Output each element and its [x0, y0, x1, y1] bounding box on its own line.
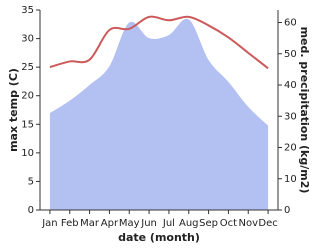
y-tick-label: 20	[21, 91, 34, 102]
y-tick-label: 25	[21, 62, 34, 73]
x-tick-label: Mar	[80, 218, 100, 229]
y-tick-label: 30	[21, 34, 34, 45]
x-tick-label: Feb	[61, 218, 79, 229]
x-tick-label: Oct	[220, 218, 237, 229]
x-tick-label: Dec	[258, 218, 277, 229]
y-tick-label: 0	[28, 205, 34, 216]
y2-tick-label: 40	[284, 80, 297, 91]
y-axis-label: max temp (C)	[7, 68, 20, 152]
y2-tick-label: 20	[284, 143, 297, 154]
y2-tick-label: 30	[284, 111, 297, 122]
y2-tick-label: 10	[284, 174, 297, 185]
x-tick-label: Jan	[41, 218, 57, 229]
x-tick-label: Aug	[179, 218, 199, 229]
x-tick-label: May	[119, 218, 140, 229]
x-axis-label: date (month)	[118, 231, 200, 244]
y-tick-label: 15	[21, 119, 34, 130]
temp-line	[49, 15, 269, 70]
y2-tick-label: 50	[284, 49, 297, 60]
y-tick-label: 10	[21, 148, 34, 159]
y-tick-label: 5	[28, 176, 34, 187]
y2-tick-label: 0	[284, 205, 290, 216]
y2-tick-label: 60	[284, 18, 297, 29]
precipitation-area	[49, 18, 269, 210]
x-tick-label: Jul	[162, 218, 175, 229]
x-tick-label: Jun	[140, 218, 157, 229]
x-tick-label: Apr	[101, 218, 119, 229]
x-tick-label: Nov	[238, 218, 258, 229]
y-tick-label: 35	[21, 5, 34, 16]
x-tick-label: Sep	[199, 218, 218, 229]
chart: max temp (C) date (month) med. precipita…	[7, 5, 311, 244]
y2-axis-label: med. precipitation (kg/m2)	[298, 27, 311, 194]
